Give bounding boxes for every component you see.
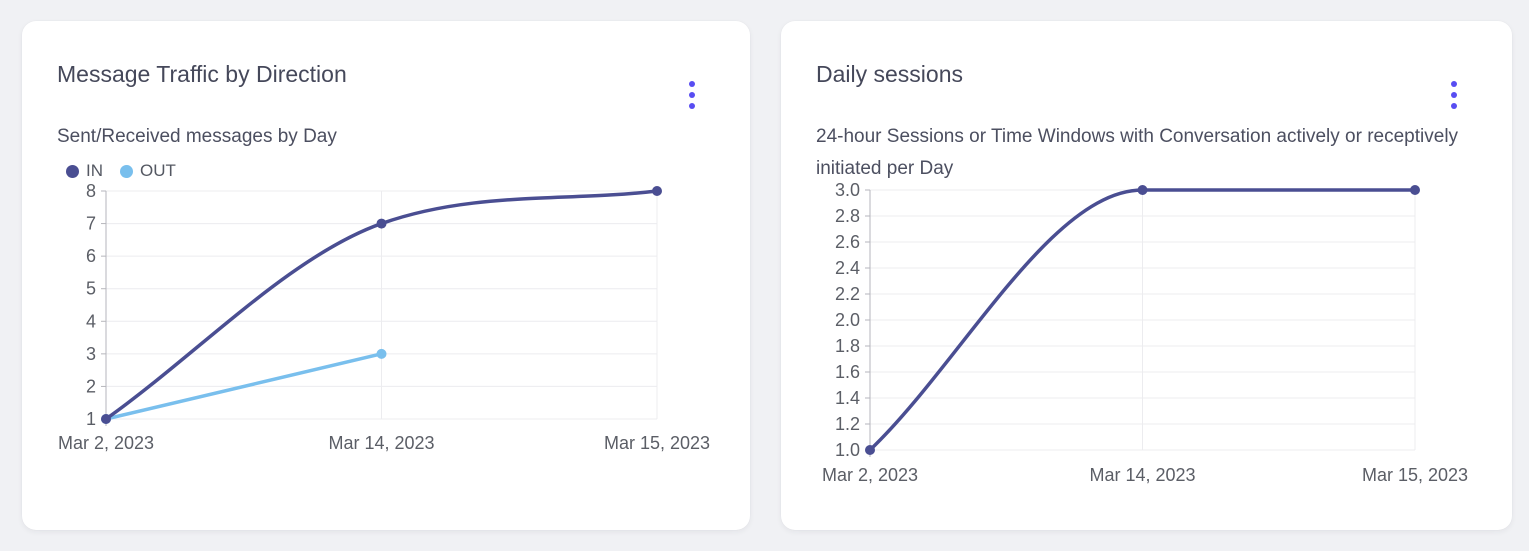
y-tick-label: 2.8 bbox=[835, 206, 860, 226]
y-tick-label: 1.6 bbox=[835, 362, 860, 382]
card-title: Message Traffic by Direction bbox=[57, 61, 347, 87]
y-tick-label: 2.6 bbox=[835, 232, 860, 252]
x-tick-label: Mar 2, 2023 bbox=[58, 433, 154, 453]
card-subtitle: 24-hour Sessions or Time Windows with Co… bbox=[816, 126, 1459, 179]
legend-item-out[interactable]: OUT bbox=[120, 161, 176, 181]
y-tick-label: 3 bbox=[86, 344, 96, 364]
x-tick-label: Mar 2, 2023 bbox=[822, 465, 918, 485]
chart-legend: IN OUT bbox=[66, 161, 176, 181]
y-tick-label: 3.0 bbox=[835, 180, 860, 200]
data-point bbox=[865, 445, 875, 455]
legend-item-in[interactable]: IN bbox=[66, 161, 103, 181]
data-point bbox=[652, 186, 662, 196]
data-point bbox=[1137, 185, 1148, 195]
y-tick-label: 2.0 bbox=[835, 310, 860, 330]
x-tick-label: Mar 15, 2023 bbox=[604, 433, 710, 453]
y-tick-label: 1.2 bbox=[835, 414, 860, 434]
y-tick-label: 2.2 bbox=[835, 284, 860, 304]
daily-sessions-card: Daily sessions 24-hour Sessions or Time … bbox=[781, 21, 1512, 530]
y-tick-label: 2 bbox=[86, 376, 96, 396]
x-tick-label: Mar 14, 2023 bbox=[328, 433, 434, 453]
x-tick-label: Mar 14, 2023 bbox=[1089, 465, 1195, 485]
message-traffic-card: Message Traffic by Direction Sent/Receiv… bbox=[22, 21, 750, 530]
y-tick-label: 4 bbox=[86, 311, 96, 331]
card-menu-button[interactable] bbox=[680, 79, 704, 113]
series-line bbox=[865, 185, 1420, 455]
card-menu-button[interactable] bbox=[1442, 79, 1466, 113]
x-tick-label: Mar 15, 2023 bbox=[1362, 465, 1468, 485]
series-in bbox=[101, 186, 662, 424]
data-point bbox=[376, 218, 387, 229]
line-chart[interactable]: 8 7 6 5 4 3 2 1 Mar 2, 2023 Mar 14, 2023 Mar 15, 2… bbox=[22, 21, 750, 530]
data-point bbox=[1410, 185, 1420, 195]
y-tick-label: 1.8 bbox=[835, 336, 860, 356]
y-tick-label: 1 bbox=[86, 409, 96, 429]
y-tick-label: 1.4 bbox=[835, 388, 860, 408]
line-chart[interactable]: 3.0 2.8 2.6 2.4 2.2 2.0 1.8 1.6 1.4 1.2 1.0 Mar 2, … bbox=[781, 21, 1512, 530]
legend-dot-icon bbox=[66, 164, 79, 178]
y-tick-label: 6 bbox=[86, 246, 96, 266]
data-point bbox=[376, 348, 387, 359]
y-tick-label: 7 bbox=[86, 214, 96, 234]
y-tick-label: 2.4 bbox=[835, 258, 860, 278]
y-tick-label: 8 bbox=[86, 181, 96, 201]
card-title: Daily sessions bbox=[816, 61, 963, 87]
legend-dot-icon bbox=[120, 164, 133, 178]
data-point bbox=[101, 414, 111, 424]
legend-label: OUT bbox=[140, 161, 176, 180]
y-tick-label: 5 bbox=[86, 279, 96, 299]
legend-label: IN bbox=[86, 161, 103, 180]
card-subtitle: Sent/Received messages by Day bbox=[57, 126, 337, 147]
y-tick-label: 1.0 bbox=[835, 440, 860, 460]
